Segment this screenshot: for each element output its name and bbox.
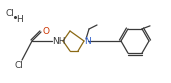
Text: Cl: Cl <box>14 61 23 69</box>
Text: NH: NH <box>52 37 65 45</box>
Text: O: O <box>42 26 49 36</box>
Text: N: N <box>84 37 91 45</box>
Text: H: H <box>16 15 23 23</box>
Text: Cl: Cl <box>5 8 14 18</box>
